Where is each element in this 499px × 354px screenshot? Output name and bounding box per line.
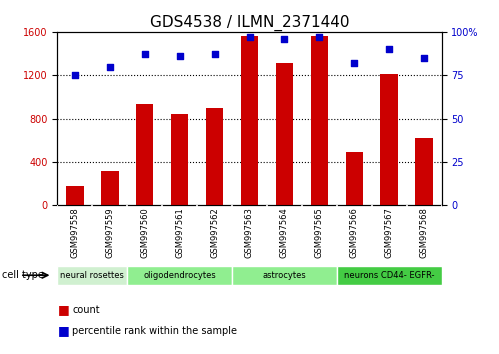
Bar: [57, 266, 127, 285]
Text: GSM997559: GSM997559: [105, 207, 114, 258]
Point: [106, 64, 114, 69]
Text: count: count: [72, 305, 100, 315]
Point: [71, 73, 79, 78]
Point: [420, 55, 428, 61]
Title: GDS4538 / ILMN_2371440: GDS4538 / ILMN_2371440: [150, 14, 349, 30]
Bar: [380, 74, 398, 205]
Text: GSM997565: GSM997565: [315, 207, 324, 258]
Text: GSM997564: GSM997564: [280, 207, 289, 258]
Point: [246, 34, 253, 40]
Text: percentile rank within the sample: percentile rank within the sample: [72, 326, 238, 336]
Text: neurons CD44- EGFR-: neurons CD44- EGFR-: [344, 271, 435, 280]
Point: [385, 46, 393, 52]
Bar: [232, 266, 337, 285]
Text: oligodendrocytes: oligodendrocytes: [143, 271, 216, 280]
Text: GSM997562: GSM997562: [210, 207, 219, 258]
Bar: [101, 171, 119, 205]
Bar: [206, 108, 224, 205]
Bar: [241, 36, 258, 205]
Bar: [66, 186, 84, 205]
Bar: [310, 36, 328, 205]
Bar: [337, 266, 442, 285]
Bar: [415, 138, 433, 205]
Point: [280, 36, 288, 42]
Text: GSM997561: GSM997561: [175, 207, 184, 258]
Point: [350, 60, 358, 66]
Text: neural rosettes: neural rosettes: [60, 271, 124, 280]
Text: GSM997567: GSM997567: [385, 207, 394, 258]
Point: [176, 53, 184, 59]
Bar: [345, 152, 363, 205]
Text: ■: ■: [57, 325, 69, 337]
Text: GSM997568: GSM997568: [420, 207, 429, 258]
Bar: [171, 114, 189, 205]
Text: GSM997560: GSM997560: [140, 207, 149, 258]
Bar: [136, 104, 154, 205]
Text: GSM997563: GSM997563: [245, 207, 254, 258]
Point: [211, 52, 219, 57]
Text: cell type: cell type: [2, 270, 44, 280]
Text: GSM997566: GSM997566: [350, 207, 359, 258]
Point: [141, 52, 149, 57]
Text: GSM997558: GSM997558: [70, 207, 79, 258]
Bar: [127, 266, 232, 285]
Text: ■: ■: [57, 303, 69, 316]
Bar: [275, 63, 293, 205]
Point: [315, 34, 323, 40]
Text: astrocytes: astrocytes: [262, 271, 306, 280]
